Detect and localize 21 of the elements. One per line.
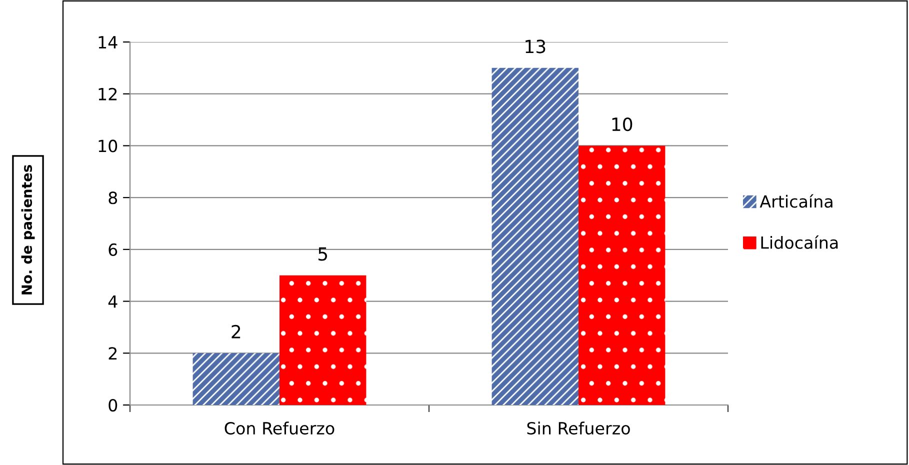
legend-label: Articaína xyxy=(760,194,832,208)
data-label: 5 xyxy=(318,247,328,261)
data-label: 2 xyxy=(232,324,240,338)
y-tick-label: 4 xyxy=(108,295,118,308)
y-tick-label: 0 xyxy=(108,398,118,412)
y-tick-label: 6 xyxy=(108,243,118,256)
data-label: 10 xyxy=(612,117,632,132)
x-tick-label: Con Refuerzo xyxy=(224,422,334,435)
y-axis-title: No. de pacientes xyxy=(21,164,35,294)
y-tick-label: 10 xyxy=(98,140,118,152)
y-tick-label: 2 xyxy=(108,347,117,360)
y-tick-label: 8 xyxy=(108,192,118,204)
legend-label: Lidocaína xyxy=(761,235,838,249)
bar xyxy=(280,275,366,405)
bar xyxy=(492,68,578,405)
data-label: 13 xyxy=(526,40,546,54)
x-tick-label: Sin Refuerzo xyxy=(527,422,630,435)
bar xyxy=(192,353,280,405)
y-tick-label: 14 xyxy=(98,36,118,48)
bar xyxy=(578,146,666,405)
y-tick-label: 12 xyxy=(98,88,117,100)
